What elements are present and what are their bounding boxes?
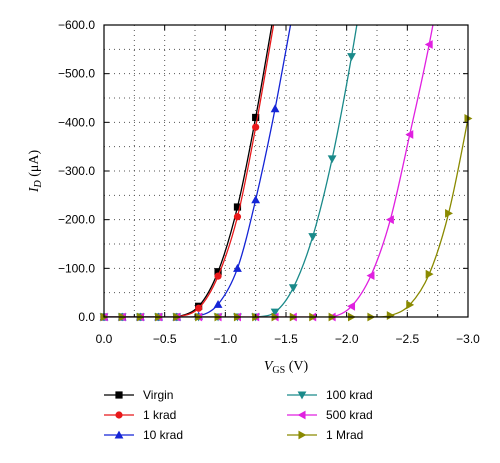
y-axis-label: ID (μA) (27, 149, 44, 193)
data-point (214, 272, 222, 280)
data-point (406, 300, 415, 310)
series-1-krad (100, 25, 275, 321)
series-100-krad (99, 25, 358, 322)
series-line (104, 25, 434, 317)
data-point (327, 155, 337, 164)
legend-item: 100 krad (287, 388, 373, 402)
data-point (233, 263, 242, 272)
data-point (252, 123, 260, 131)
legend-marker (115, 411, 123, 419)
series-line (104, 114, 468, 317)
legend-label: 500 krad (326, 408, 373, 422)
data-point (445, 208, 453, 218)
data-point (386, 311, 395, 320)
axes (103, 24, 469, 318)
data-point (288, 284, 298, 293)
x-axis-label: VGS (V) (264, 359, 309, 376)
data-point (385, 215, 394, 225)
x-tick-label: 0.0 (96, 332, 113, 346)
series-line (104, 25, 292, 317)
legend-label: 1 Mrad (326, 428, 363, 442)
series-line (104, 25, 275, 317)
data-point (347, 301, 356, 311)
data-point (214, 268, 222, 276)
legend-label: 100 krad (326, 388, 373, 402)
data-point (213, 299, 223, 308)
data-point (270, 104, 280, 113)
y-tick-label: −100.0 (58, 261, 95, 275)
legend-marker (298, 430, 307, 440)
legend-label: 10 krad (143, 428, 183, 442)
data-point (233, 213, 242, 221)
data-point (425, 269, 434, 279)
legend-label: Virgin (143, 388, 173, 402)
legend: Virgin 1 krad 10 krad 100 krad 500 krad 1 Mra… (104, 388, 373, 442)
data-point (195, 304, 203, 312)
y-tick-label: −600.0 (58, 18, 95, 32)
series-line (104, 25, 358, 317)
series-virgin (100, 25, 273, 321)
data-point (251, 195, 261, 204)
data-point (424, 40, 433, 49)
y-tick-label: −300.0 (58, 164, 95, 178)
legend-item: 1 krad (104, 408, 176, 422)
legend-item: 500 krad (287, 408, 373, 422)
y-tick-label: −200.0 (58, 213, 95, 227)
data-point (405, 130, 414, 139)
legend-marker (115, 391, 123, 399)
tick-labels: 0.0 −0.5 −1.0 −1.5 −2.0 −2.5 −3.0 0.0 −100.0 −200… (58, 18, 480, 346)
legend-label: 1 krad (143, 408, 176, 422)
grid (104, 25, 468, 317)
x-tick-label: −0.5 (153, 332, 177, 346)
data-point (366, 271, 375, 281)
x-tick-label: −1.5 (274, 332, 298, 346)
legend-item: 1 Mrad (287, 428, 363, 442)
data-point (252, 113, 260, 122)
x-tick-label: −3.0 (456, 332, 480, 346)
data-point (233, 203, 242, 211)
legend-item: 10 krad (104, 428, 183, 442)
data-point (347, 53, 356, 62)
x-tick-label: −1.0 (213, 332, 237, 346)
x-tick-label: −2.5 (395, 332, 419, 346)
x-tick-label: −2.0 (335, 332, 359, 346)
legend-marker (297, 410, 306, 420)
legend-item: Virgin (104, 388, 173, 402)
data-point (308, 233, 318, 242)
series-500-krad (99, 25, 434, 322)
data-point (270, 308, 280, 317)
series-layer (99, 25, 473, 322)
y-tick-label: 0.0 (78, 310, 95, 324)
series-line (104, 25, 273, 317)
legend-marker (297, 391, 307, 400)
legend-marker (114, 430, 124, 439)
y-tick-label: −500.0 (58, 67, 95, 81)
y-tick-label: −400.0 (58, 115, 95, 129)
